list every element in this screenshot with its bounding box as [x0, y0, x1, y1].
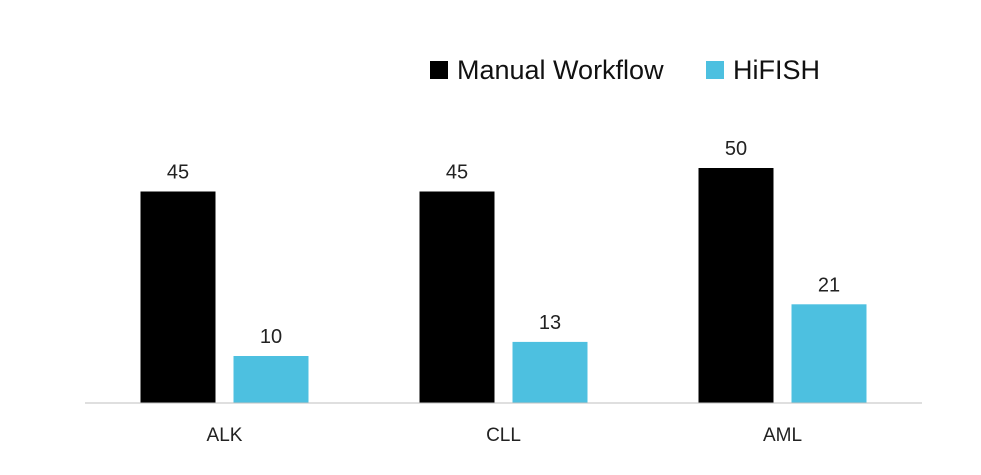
bars-group: [140, 168, 867, 403]
legend-swatch-manual-workflow: [430, 61, 448, 79]
category-label-aml: AML: [763, 425, 802, 446]
bar-manual-workflow-cll: [419, 191, 495, 403]
data-label-hifish-cll: 13: [539, 312, 561, 334]
data-label-manual-workflow-cll: 45: [446, 162, 468, 184]
category-label-alk: ALK: [207, 425, 243, 446]
data-label-manual-workflow-alk: 45: [167, 162, 189, 184]
legend: Manual Workflow HiFISH: [430, 55, 820, 85]
data-label-hifish-aml: 21: [818, 274, 840, 296]
legend-label-hifish: HiFISH: [733, 55, 820, 85]
bar-hifish-aml: [791, 304, 867, 403]
data-label-hifish-alk: 10: [260, 326, 282, 348]
legend-swatch-hifish: [706, 61, 724, 79]
category-labels-group: ALK CLL AML: [207, 425, 803, 446]
bar-manual-workflow-aml: [698, 168, 774, 403]
legend-label-manual-workflow: Manual Workflow: [457, 55, 664, 85]
category-label-cll: CLL: [486, 425, 521, 446]
bar-hifish-cll: [512, 341, 588, 403]
bar-hifish-alk: [233, 356, 309, 403]
data-label-manual-workflow-aml: 50: [725, 138, 747, 160]
data-labels-group: 45 10 45 13 50 21: [167, 138, 840, 348]
bar-manual-workflow-alk: [140, 191, 216, 403]
